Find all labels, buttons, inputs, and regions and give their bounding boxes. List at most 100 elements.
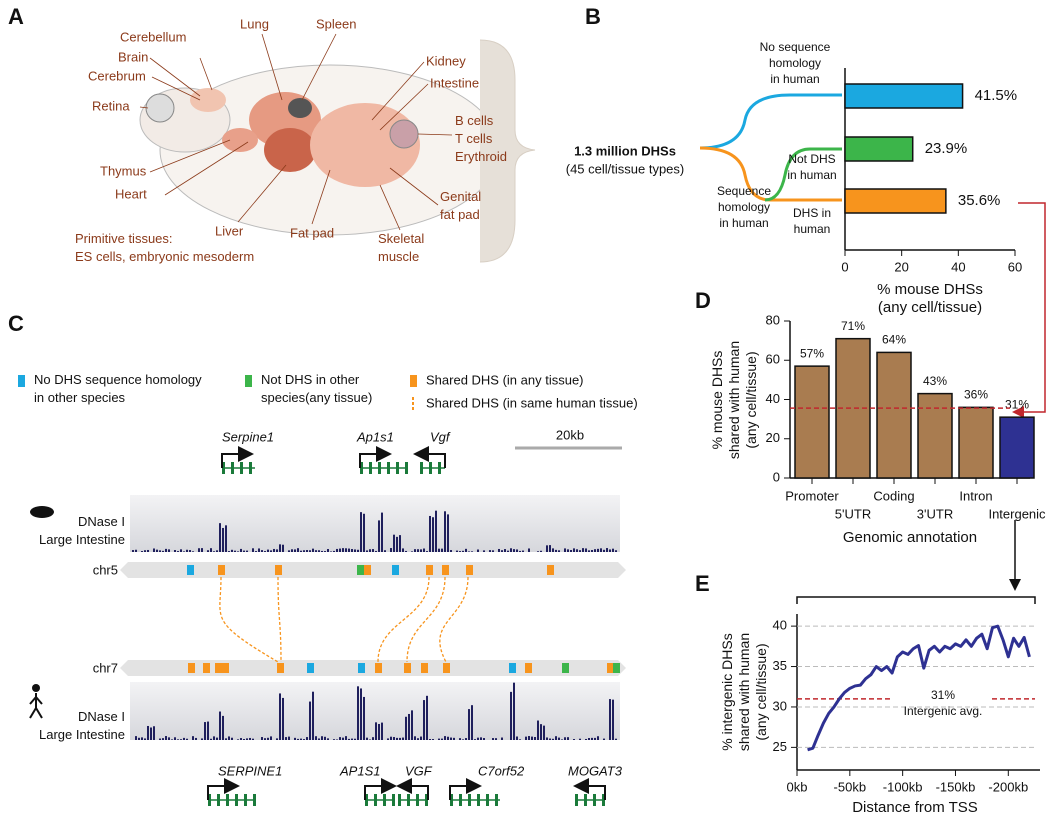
peak	[291, 549, 293, 552]
tissue-label: Brain	[118, 49, 148, 64]
peak	[288, 550, 290, 552]
exon	[420, 462, 423, 474]
exon	[396, 462, 399, 474]
peak	[519, 550, 521, 552]
branch-label: Sequence homology in human	[717, 184, 771, 230]
peak	[210, 548, 212, 552]
peak	[591, 737, 593, 740]
peak	[300, 738, 302, 740]
peak	[150, 727, 152, 740]
shared-link	[377, 576, 430, 663]
retina-icon	[145, 93, 175, 123]
y-tick-label: 30	[773, 698, 787, 713]
peak	[297, 548, 299, 552]
gene-name: VGF	[405, 763, 433, 778]
peak	[276, 549, 278, 552]
peak	[597, 736, 599, 740]
peak	[366, 550, 368, 552]
peak	[591, 550, 593, 552]
peak	[216, 737, 218, 740]
human-icon	[29, 693, 43, 719]
tss-arrow	[449, 778, 482, 800]
peak	[333, 739, 335, 740]
peak	[183, 551, 185, 552]
peak	[255, 551, 257, 552]
peak	[549, 738, 551, 740]
peak	[378, 723, 380, 740]
peak	[309, 550, 311, 552]
exon	[217, 794, 220, 806]
value-label: 36%	[964, 388, 988, 402]
peak	[384, 550, 386, 552]
peak	[261, 550, 263, 552]
tissue-label: Heart	[115, 186, 147, 201]
tissue-label: B cells T cells Erythroid	[455, 113, 507, 164]
value-label: 35.6%	[958, 192, 1001, 209]
peak	[516, 549, 518, 552]
peak	[477, 549, 479, 552]
legend-swatch	[410, 375, 417, 387]
exon	[249, 462, 252, 474]
dhs-box	[466, 565, 473, 575]
peak	[459, 551, 461, 552]
brain	[190, 88, 226, 112]
value-label: 43%	[923, 374, 947, 388]
shared-link	[439, 576, 469, 663]
peak	[459, 738, 461, 740]
peak	[216, 550, 218, 552]
peak	[252, 548, 254, 552]
dhs-box	[277, 663, 284, 673]
human-icon	[32, 684, 40, 692]
peak	[372, 737, 374, 740]
peak	[327, 738, 329, 740]
gene-name: SERPINE1	[218, 763, 282, 778]
value-label: 41.5%	[975, 87, 1018, 104]
peak	[267, 549, 269, 552]
exon	[226, 794, 229, 806]
peak	[603, 738, 605, 740]
peak	[381, 722, 383, 740]
dhs-box	[404, 663, 411, 673]
peak	[495, 738, 497, 740]
peak	[537, 720, 539, 740]
legend-swatch	[245, 375, 252, 387]
peak	[162, 550, 164, 552]
peak	[276, 738, 278, 740]
exon	[602, 794, 605, 806]
x-tick-label: 20	[894, 259, 908, 274]
peak	[546, 545, 548, 552]
gene-name: Vgf	[430, 429, 451, 444]
peak	[423, 700, 425, 740]
peak	[390, 548, 392, 552]
peak	[603, 549, 605, 552]
peak	[231, 549, 233, 552]
peak	[324, 736, 326, 740]
mouse-illustration	[139, 39, 536, 263]
panel-label: E	[695, 571, 710, 596]
peak	[294, 737, 296, 740]
legend-label: Not DHS in other species(any tissue)	[261, 372, 372, 405]
bar	[917, 392, 953, 479]
peak	[474, 739, 476, 740]
peak	[528, 736, 530, 740]
leader-line	[164, 141, 249, 196]
leader-line	[371, 61, 425, 121]
peak	[210, 738, 212, 740]
peak	[189, 550, 191, 552]
exon	[407, 794, 410, 806]
peak	[279, 544, 281, 552]
dhs-box	[509, 663, 516, 673]
panel-label: B	[585, 4, 601, 29]
heart	[222, 128, 258, 152]
peak	[414, 736, 416, 740]
leader-line	[301, 33, 337, 101]
total-label: 1.3 million DHSs	[574, 143, 676, 158]
panel-label: A	[8, 4, 24, 29]
y-tick-label: 25	[773, 739, 787, 754]
peak	[339, 737, 341, 740]
peak	[192, 736, 194, 740]
dhs-box	[364, 565, 371, 575]
peak	[441, 738, 443, 740]
tissue-label: Fat pad	[290, 225, 334, 240]
dhs-box	[392, 565, 399, 575]
